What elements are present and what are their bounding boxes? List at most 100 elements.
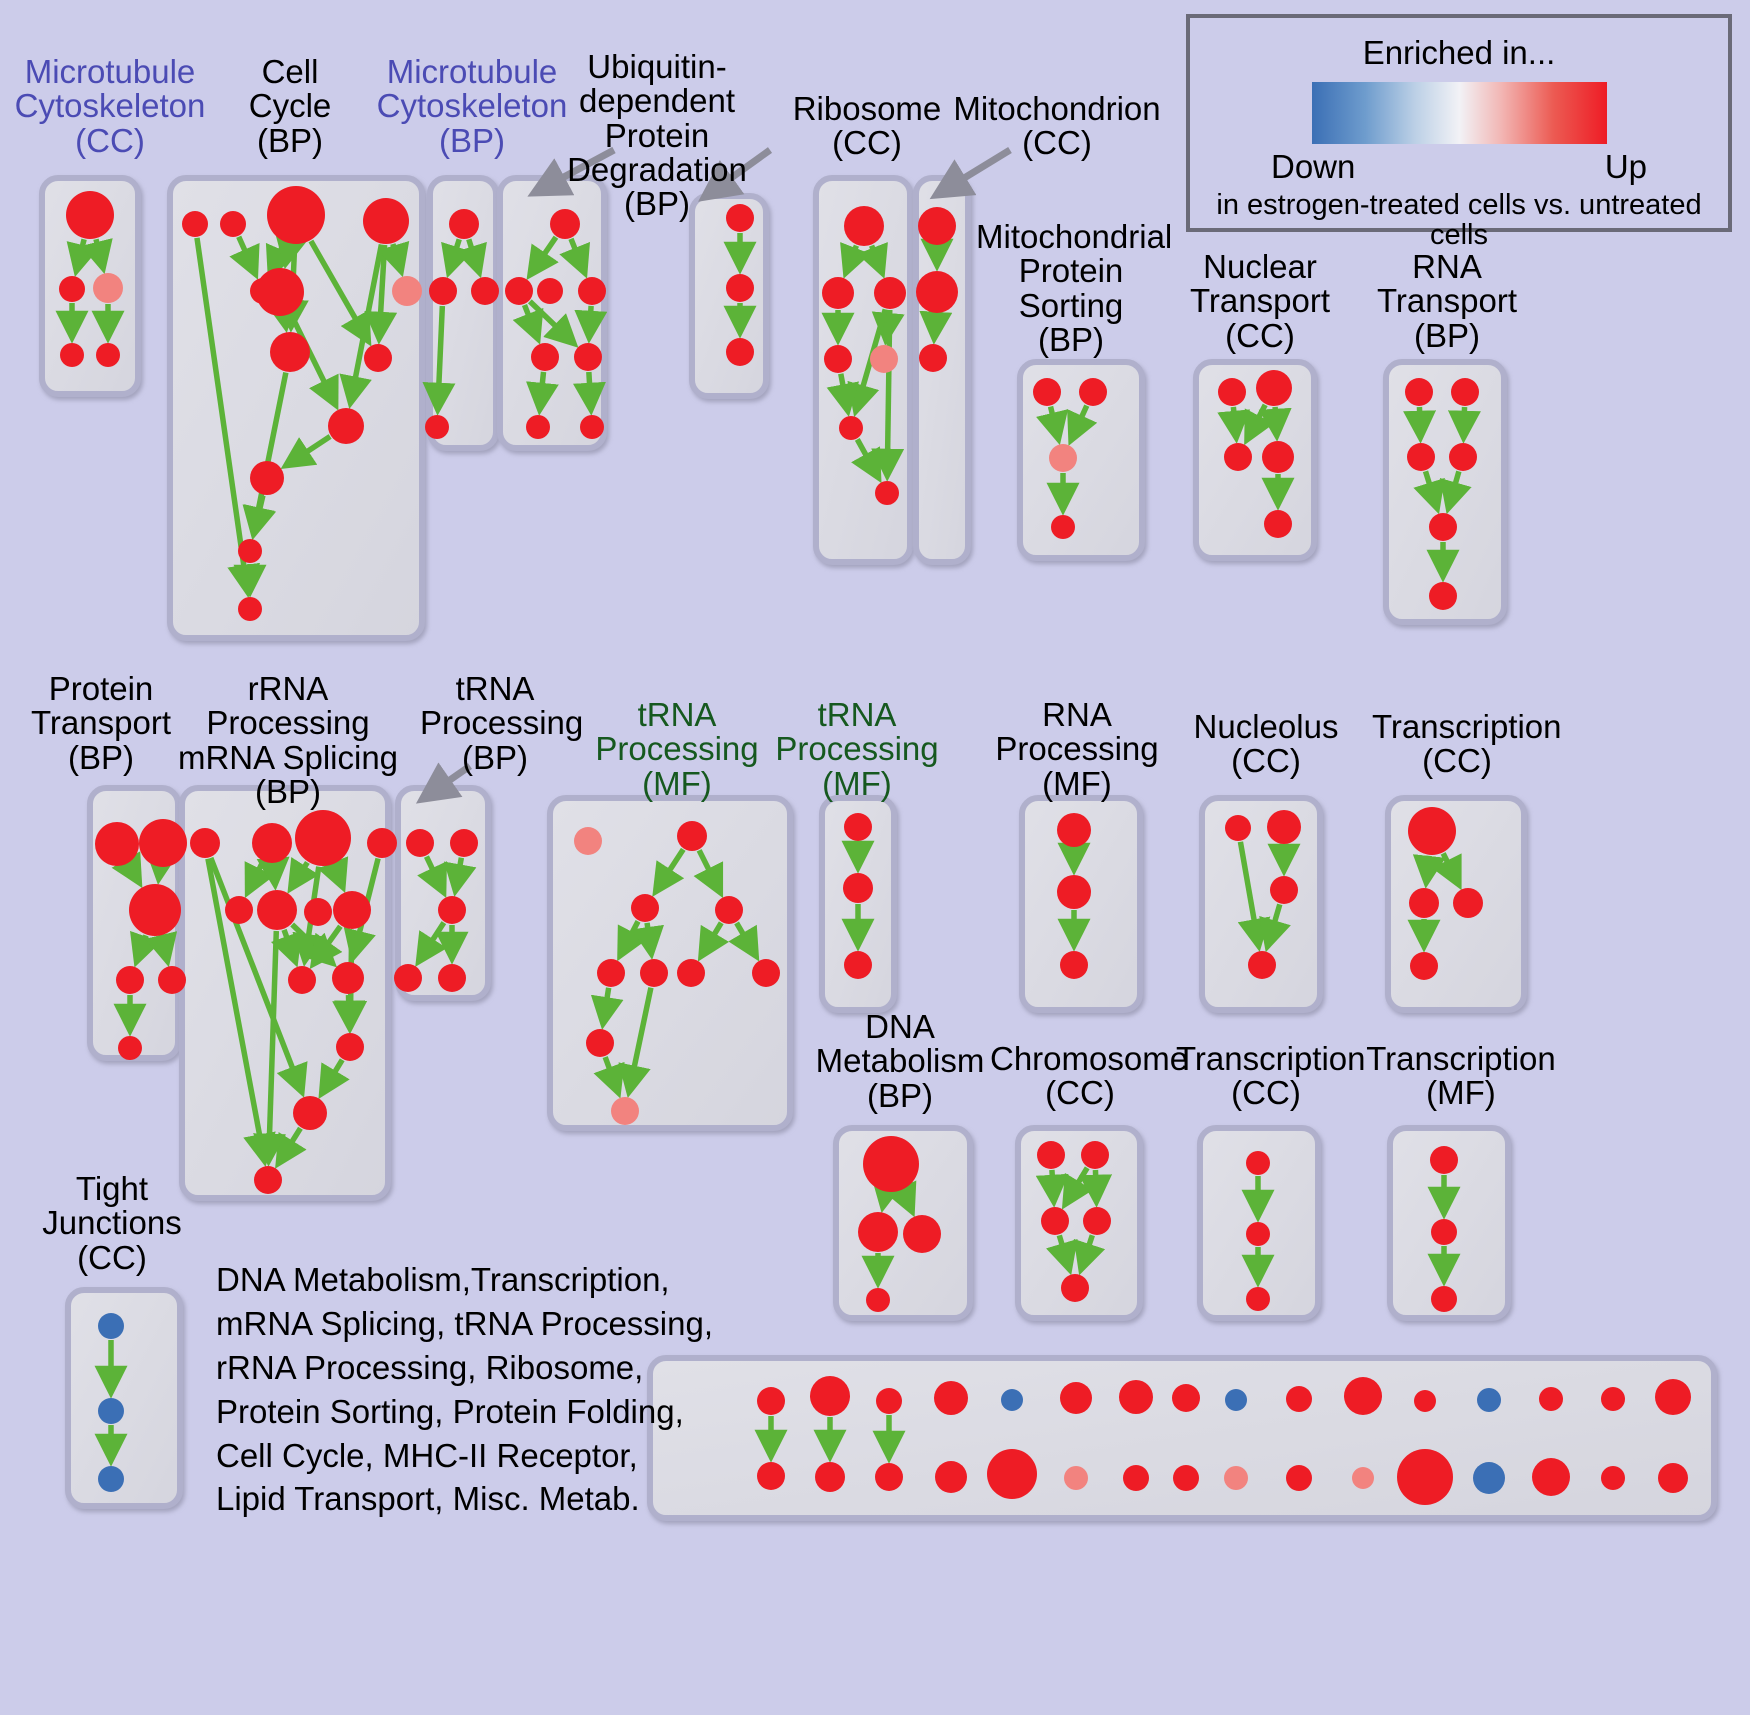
network-node bbox=[810, 1376, 850, 1416]
cluster-label-chromosome-cc: Chromosome (CC) bbox=[990, 1040, 1189, 1112]
network-edge bbox=[919, 310, 953, 345]
network-edge bbox=[1259, 903, 1291, 953]
network-node bbox=[1409, 888, 1439, 918]
network-node bbox=[822, 277, 854, 309]
network-node bbox=[182, 211, 208, 237]
network-node bbox=[1033, 378, 1061, 406]
network-node bbox=[406, 829, 434, 857]
network-edge bbox=[512, 303, 544, 345]
network-node bbox=[1352, 1467, 1374, 1489]
network-node bbox=[987, 1449, 1037, 1499]
network-node bbox=[844, 206, 884, 246]
network-node bbox=[935, 1461, 967, 1493]
cluster-box bbox=[167, 175, 425, 641]
network-node bbox=[1449, 443, 1477, 471]
network-edge bbox=[265, 297, 298, 333]
network-edge bbox=[111, 851, 143, 889]
network-edge bbox=[1432, 852, 1462, 891]
cluster-label-microtubule-cytoskeleton-cc: Microtubule Cytoskeleton (CC) bbox=[14, 53, 206, 159]
network-node bbox=[59, 276, 85, 302]
network-node bbox=[367, 828, 397, 858]
network-edge bbox=[652, 847, 686, 897]
network-node bbox=[1225, 1389, 1247, 1411]
network-node bbox=[267, 186, 325, 244]
network-node bbox=[1225, 815, 1251, 841]
cluster-label-rna-processing-mf: RNA Processing (MF) bbox=[995, 696, 1159, 802]
network-node bbox=[295, 810, 351, 866]
network-node bbox=[934, 1381, 968, 1415]
network-node bbox=[254, 1166, 282, 1194]
cluster-label-protein-transport-bp: Protein Transport (BP) bbox=[31, 670, 171, 776]
network-node bbox=[863, 1136, 919, 1192]
network-node bbox=[1057, 875, 1091, 909]
cluster-label-mitochondrial-protein-sorting-bp: Mitochondrial Protein Sorting (BP) bbox=[976, 218, 1173, 358]
cluster-label-ribosome-cc: Ribosome (CC) bbox=[792, 90, 942, 162]
network-edge bbox=[443, 857, 477, 897]
network-edge bbox=[270, 928, 302, 968]
cluster-label-nuclear-transport-cc: Nuclear Transport (CC) bbox=[1190, 248, 1330, 354]
legend-panel: Enriched in... Down Up in estrogen-treat… bbox=[1186, 14, 1732, 251]
cluster-label-trna-processing-bp: tRNA Processing (BP) bbox=[420, 670, 584, 776]
network-node bbox=[1218, 378, 1246, 406]
network-node bbox=[438, 896, 466, 924]
network-node bbox=[95, 822, 139, 866]
network-node bbox=[438, 964, 466, 992]
cluster-label-nucleolus-cc: Nucleolus (CC) bbox=[1193, 708, 1339, 780]
network-node bbox=[1414, 1390, 1436, 1412]
network-node bbox=[98, 1466, 124, 1492]
network-node bbox=[450, 829, 478, 857]
network-node bbox=[876, 1388, 902, 1414]
network-node bbox=[118, 1036, 142, 1060]
legend-down-label: Down bbox=[1271, 148, 1356, 185]
network-node bbox=[1037, 1141, 1065, 1169]
network-edge bbox=[130, 930, 162, 968]
network-edge bbox=[1258, 406, 1292, 442]
network-edge bbox=[857, 242, 888, 279]
arrow-ubiquitin-right-icon bbox=[698, 147, 773, 202]
network-node bbox=[844, 951, 872, 979]
network-node bbox=[1344, 1377, 1382, 1415]
network-edge bbox=[527, 299, 579, 348]
network-node bbox=[1049, 444, 1077, 472]
network-edge bbox=[145, 931, 178, 968]
network-edge bbox=[1035, 1169, 1069, 1208]
network-node bbox=[1431, 1286, 1457, 1312]
network-edge bbox=[417, 855, 447, 898]
network-edge bbox=[1413, 470, 1445, 515]
network-edge bbox=[559, 237, 590, 279]
network-edge bbox=[287, 857, 320, 894]
network-edge bbox=[1403, 406, 1437, 444]
network-edge bbox=[275, 233, 308, 270]
network-node bbox=[1407, 443, 1435, 471]
network-node bbox=[866, 1288, 890, 1312]
arrow-trna-processing-bp-icon bbox=[415, 762, 472, 804]
network-node bbox=[429, 277, 457, 305]
network-node bbox=[1172, 1384, 1200, 1412]
network-edge bbox=[525, 371, 559, 416]
network-node bbox=[586, 1029, 614, 1057]
network-node bbox=[631, 894, 659, 922]
network-node bbox=[677, 821, 707, 851]
network-edge bbox=[697, 921, 730, 962]
network-edge bbox=[1067, 404, 1098, 446]
network-edge bbox=[455, 238, 487, 279]
legend-title: Enriched in... bbox=[1362, 34, 1556, 71]
network-node bbox=[1224, 1466, 1248, 1490]
network-node bbox=[1532, 1458, 1570, 1496]
network-node bbox=[526, 415, 550, 439]
network-node bbox=[139, 819, 187, 867]
network-node bbox=[1051, 515, 1075, 539]
network-node bbox=[1267, 810, 1301, 844]
network-node bbox=[1060, 951, 1088, 979]
network-node bbox=[843, 873, 873, 903]
network-node bbox=[1081, 1141, 1109, 1169]
network-node bbox=[252, 823, 292, 863]
network-node bbox=[328, 408, 364, 444]
network-edge bbox=[205, 858, 276, 1167]
network-node bbox=[1001, 1389, 1023, 1411]
network-node bbox=[270, 332, 310, 372]
network-edge bbox=[1036, 405, 1069, 446]
network-edge bbox=[318, 1058, 350, 1100]
